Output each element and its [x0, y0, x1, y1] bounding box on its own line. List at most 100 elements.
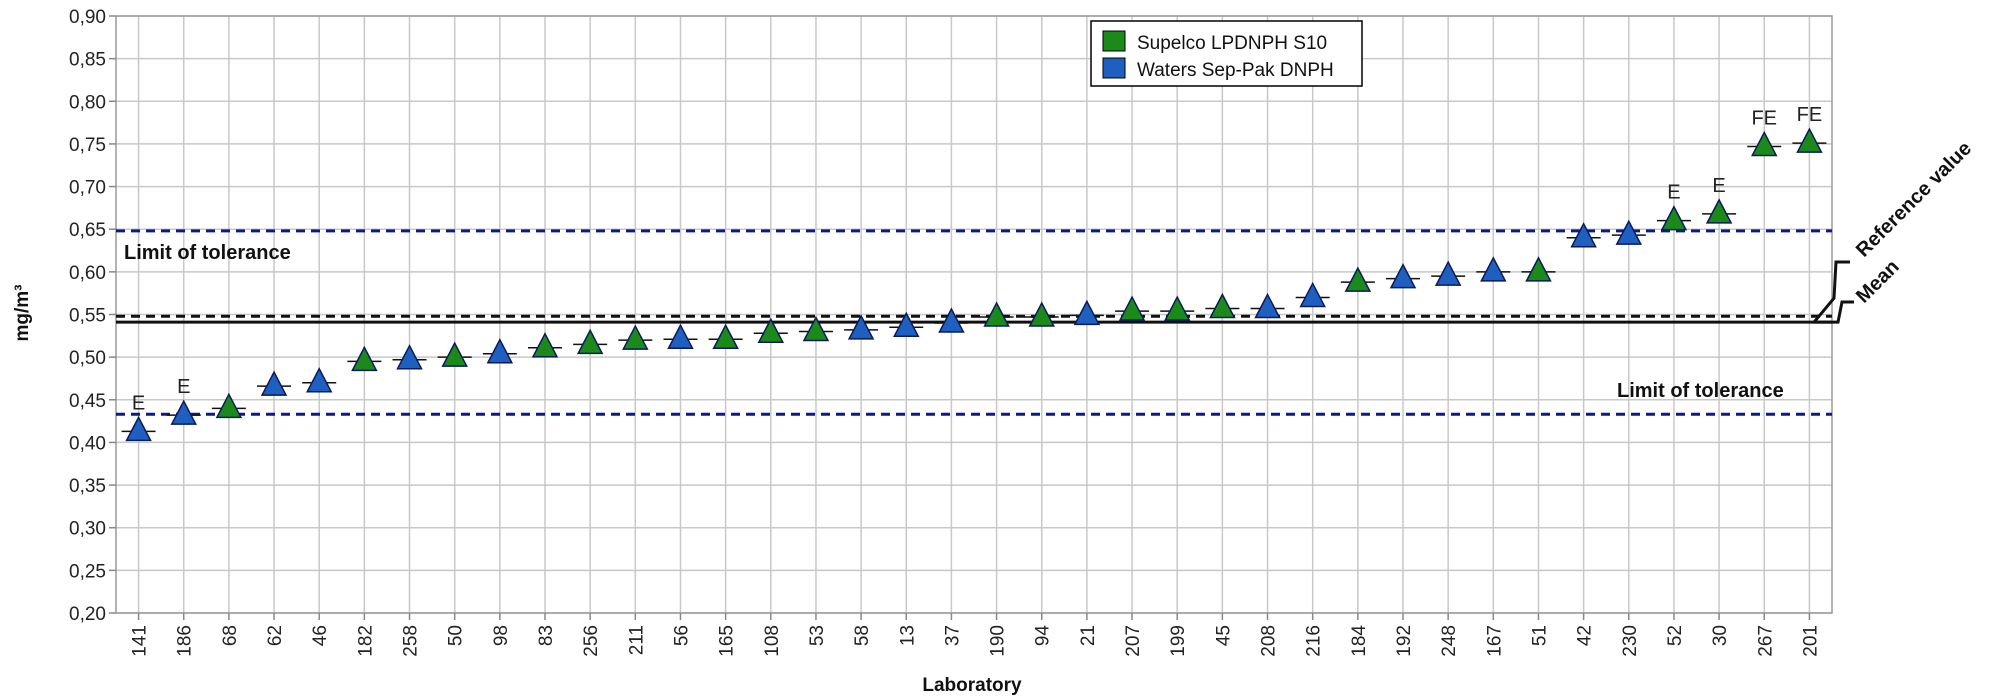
- x-tick-label: 165: [717, 625, 738, 657]
- data-point-190: [983, 301, 1010, 327]
- data-point-167: [1480, 256, 1507, 282]
- data-point-258: [396, 344, 423, 370]
- reference-lines: [116, 229, 1854, 416]
- x-tick-label: 51: [1529, 625, 1550, 646]
- legend-box: [1090, 20, 1363, 87]
- x-tick-label: 108: [762, 625, 783, 657]
- data-point-267: [1751, 130, 1778, 157]
- x-tick-label: 45: [1213, 625, 1234, 646]
- x-tick-label: 52: [1665, 625, 1686, 646]
- x-tick-label: 230: [1620, 625, 1641, 657]
- flag-label: E: [132, 392, 145, 414]
- data-point-13: [893, 311, 920, 338]
- reference-leader: [1812, 260, 1850, 324]
- data-point-52: [1660, 205, 1688, 231]
- y-tick-label: 0,65: [69, 220, 106, 241]
- data-point-186: [170, 399, 197, 425]
- mean-label: Mean: [1852, 256, 1904, 308]
- grid: [115, 15, 1833, 614]
- data-point-21: [1073, 299, 1101, 326]
- x-tick-label: 53: [807, 625, 828, 646]
- data-point-108: [757, 317, 785, 344]
- data-point-83: [531, 332, 559, 358]
- x-tick-label: 199: [1168, 625, 1189, 657]
- x-tick-label: 258: [401, 625, 422, 657]
- data-point-256: [576, 328, 604, 355]
- data-point-165: [712, 323, 739, 349]
- data-point-141: [125, 415, 152, 442]
- data-point-199: [1163, 295, 1191, 321]
- x-tick-label: 256: [581, 625, 602, 657]
- legend-swatch-supelco: [1102, 30, 1126, 52]
- data-point-51: [1525, 256, 1552, 282]
- limit-lower-label: Limit of tolerance: [1617, 380, 1784, 402]
- y-tick-label: 0,40: [69, 433, 106, 454]
- reference-value-label: Reference value: [1852, 137, 1976, 261]
- x-tick-label: 190: [988, 625, 1009, 657]
- limit-upper-label: Limit of tolerance: [124, 242, 291, 264]
- x-tick-label: 141: [130, 625, 151, 657]
- x-tick-label: 167: [1484, 625, 1505, 657]
- data-point-182: [351, 345, 378, 372]
- data-point-216: [1299, 281, 1326, 308]
- x-tick-label: 21: [1078, 625, 1099, 646]
- x-tick-label: 211: [626, 625, 647, 655]
- x-axis: 141 186 68 62 46 182 258 50 98 83 256 211 56 165 108 53…: [130, 613, 1821, 657]
- data-point-45: [1209, 292, 1236, 319]
- x-tick-label: 37: [942, 625, 963, 646]
- x-tick-label: 46: [310, 625, 331, 646]
- x-tick-label: 182: [355, 625, 376, 657]
- y-tick-label: 0,75: [69, 135, 106, 156]
- x-tick-label: 216: [1304, 625, 1325, 657]
- data-point-30: [1705, 198, 1733, 224]
- data-point-56: [667, 323, 694, 349]
- y-tick-label: 0,30: [69, 519, 106, 540]
- data-point-62: [260, 370, 288, 396]
- flag-label: FE: [1797, 104, 1823, 126]
- data-point-184: [1344, 266, 1372, 292]
- x-axis-title: Laboratory: [922, 675, 1022, 696]
- y-tick-label: 0,55: [69, 306, 106, 327]
- x-tick-label: 94: [1033, 625, 1054, 647]
- y-tick-label: 0,25: [69, 561, 106, 582]
- data-point-98: [486, 338, 514, 364]
- y-tick-label: 0,20: [69, 604, 106, 625]
- x-tick-label: 201: [1800, 625, 1821, 657]
- data-marks: E E E E FE FE: [121, 104, 1827, 442]
- data-point-46: [305, 367, 333, 393]
- x-tick-label: 68: [220, 625, 241, 646]
- data-point-58: [847, 314, 875, 340]
- data-point-207: [1118, 295, 1146, 321]
- data-point-192: [1389, 263, 1417, 289]
- y-axis-title: mg/m³: [12, 285, 33, 342]
- x-tick-label: 186: [175, 625, 196, 657]
- data-point-208: [1254, 292, 1281, 319]
- x-tick-label: 56: [671, 625, 692, 646]
- y-tick-label: 0,70: [69, 178, 106, 199]
- y-tick-label: 0,35: [69, 476, 106, 497]
- y-tick-label: 0,60: [69, 263, 106, 284]
- x-tick-label: 42: [1575, 625, 1596, 646]
- legend-label-waters: Waters Sep-Pak DNPH: [1137, 60, 1334, 81]
- x-tick-label: 267: [1755, 625, 1776, 657]
- x-tick-label: 192: [1394, 625, 1415, 657]
- x-tick-label: 58: [852, 625, 873, 646]
- y-tick-label: 0,85: [69, 50, 106, 71]
- y-tick-label: 0,80: [69, 92, 106, 113]
- data-point-42: [1570, 222, 1597, 248]
- x-tick-label: 98: [491, 625, 512, 646]
- legend-label-supelco: Supelco LPDNPH S10: [1137, 33, 1327, 54]
- data-point-68: [215, 392, 243, 419]
- y-tick-label: 0,90: [69, 7, 106, 28]
- data-point-230: [1615, 219, 1643, 245]
- legend-swatch-waters: [1102, 57, 1126, 79]
- y-tick-label: 0,45: [69, 391, 106, 412]
- flag-label: E: [1667, 182, 1680, 204]
- y-tick-label: 0,50: [69, 348, 106, 369]
- x-tick-label: 30: [1710, 625, 1731, 646]
- data-point-211: [622, 324, 649, 350]
- data-point-201: [1796, 127, 1823, 153]
- data-point-50: [441, 341, 468, 367]
- x-tick-label: 50: [446, 625, 467, 646]
